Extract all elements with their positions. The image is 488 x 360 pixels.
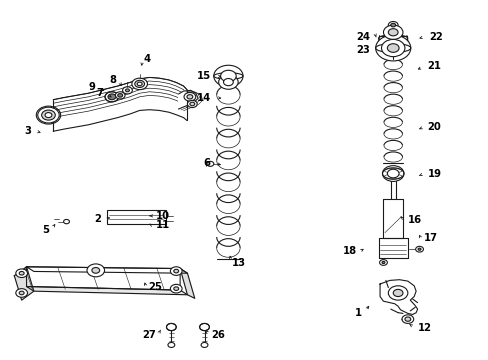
Circle shape (383, 25, 402, 40)
Circle shape (386, 44, 398, 52)
Circle shape (186, 95, 192, 99)
Text: 1: 1 (354, 308, 361, 318)
Text: 25: 25 (148, 282, 162, 292)
Text: 4: 4 (143, 54, 150, 64)
Polygon shape (378, 36, 407, 41)
Circle shape (382, 166, 403, 181)
Text: 22: 22 (428, 32, 442, 41)
Text: 5: 5 (42, 225, 49, 235)
Text: 7: 7 (96, 88, 103, 98)
Circle shape (92, 267, 100, 273)
Circle shape (401, 315, 413, 323)
Circle shape (105, 92, 119, 102)
Circle shape (415, 246, 423, 252)
Circle shape (16, 289, 27, 297)
Polygon shape (180, 269, 194, 298)
Circle shape (201, 342, 207, 347)
Text: 27: 27 (142, 330, 156, 340)
Circle shape (189, 102, 194, 106)
Polygon shape (383, 199, 402, 238)
Circle shape (135, 80, 144, 87)
Circle shape (381, 40, 404, 57)
Text: 17: 17 (423, 233, 437, 243)
Circle shape (63, 220, 69, 224)
Circle shape (170, 267, 182, 275)
Text: 21: 21 (427, 61, 441, 71)
Circle shape (199, 323, 209, 330)
Circle shape (387, 29, 397, 36)
Polygon shape (178, 90, 198, 109)
Circle shape (38, 107, 59, 123)
Circle shape (173, 269, 178, 273)
Circle shape (218, 75, 238, 89)
Circle shape (417, 248, 420, 250)
Circle shape (387, 22, 397, 29)
Circle shape (206, 161, 213, 166)
Text: 9: 9 (89, 82, 96, 92)
Circle shape (220, 70, 236, 82)
Circle shape (387, 286, 407, 300)
Circle shape (16, 269, 27, 278)
Text: 3: 3 (24, 126, 31, 135)
Polygon shape (53, 86, 186, 122)
Circle shape (381, 261, 384, 264)
Text: 16: 16 (407, 215, 421, 225)
Text: 12: 12 (417, 323, 431, 333)
Circle shape (183, 93, 195, 101)
Circle shape (167, 342, 174, 347)
Text: 2: 2 (94, 215, 101, 224)
Circle shape (41, 110, 55, 120)
Circle shape (213, 65, 243, 87)
Circle shape (125, 89, 129, 92)
Circle shape (115, 92, 125, 99)
Text: 8: 8 (109, 75, 117, 85)
Circle shape (392, 289, 402, 297)
Circle shape (173, 287, 178, 291)
Polygon shape (379, 280, 417, 315)
Circle shape (87, 264, 104, 277)
Circle shape (45, 113, 52, 118)
Circle shape (122, 87, 132, 94)
Circle shape (187, 100, 197, 108)
Circle shape (223, 78, 233, 86)
Text: 20: 20 (427, 122, 440, 132)
Text: 11: 11 (156, 220, 170, 230)
Circle shape (170, 284, 182, 293)
Circle shape (108, 94, 116, 100)
Text: 26: 26 (211, 330, 225, 340)
Polygon shape (14, 267, 34, 300)
Polygon shape (26, 267, 187, 273)
Circle shape (19, 271, 24, 275)
Polygon shape (26, 267, 180, 290)
Text: 24: 24 (356, 32, 369, 41)
Text: 15: 15 (197, 71, 211, 81)
Circle shape (390, 23, 395, 27)
Circle shape (166, 323, 176, 330)
Circle shape (118, 94, 122, 97)
Circle shape (375, 35, 410, 61)
Bar (107, 210, 165, 224)
Text: 19: 19 (427, 168, 441, 179)
Circle shape (19, 291, 24, 295)
Circle shape (404, 317, 410, 321)
Text: 6: 6 (203, 158, 210, 168)
Circle shape (386, 169, 398, 178)
Text: 18: 18 (342, 246, 356, 256)
Circle shape (379, 260, 386, 265)
Polygon shape (378, 238, 407, 258)
Polygon shape (26, 287, 187, 295)
Text: 10: 10 (156, 211, 169, 221)
Circle shape (132, 78, 147, 90)
Circle shape (137, 82, 142, 86)
Text: 14: 14 (197, 93, 211, 103)
Text: 13: 13 (232, 258, 246, 268)
Text: 23: 23 (356, 45, 369, 55)
